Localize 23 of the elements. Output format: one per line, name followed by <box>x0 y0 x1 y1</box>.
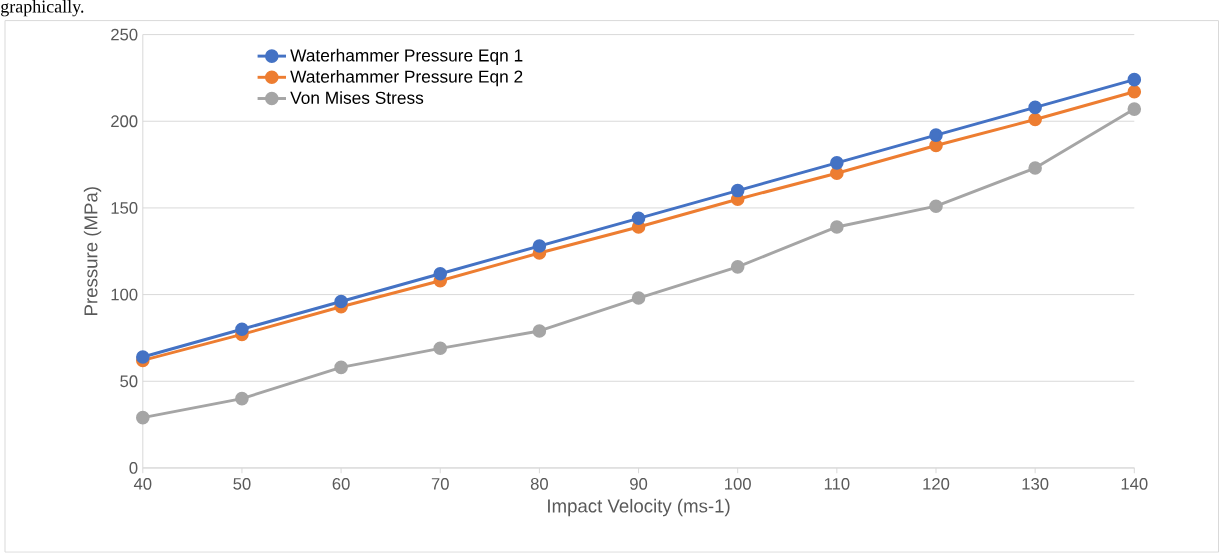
legend-label: Waterhammer Pressure Eqn 1 <box>290 49 523 66</box>
y-tick-label: 200 <box>111 115 138 128</box>
x-tick-label: 80 <box>530 478 548 490</box>
y-axis-title: Pressure (MPa) <box>83 187 102 316</box>
x-axis-title: Impact Velocity (ms-1) <box>548 499 730 517</box>
x-tick-label: 110 <box>824 478 850 490</box>
x-tick-label: 50 <box>233 478 251 490</box>
x-tick-label: 130 <box>1022 478 1049 490</box>
y-tick-label: 250 <box>111 28 138 41</box>
x-tick-label: 40 <box>133 478 152 490</box>
x-tick-label: 60 <box>332 478 350 490</box>
y-tick-label: 100 <box>111 288 138 301</box>
y-tick-label: 150 <box>111 202 138 214</box>
x-tick-label: 70 <box>431 478 449 490</box>
legend-label: Von Mises Stress <box>290 91 424 105</box>
x-tick-label: 90 <box>630 478 648 490</box>
y-tick-label: 50 <box>120 375 138 388</box>
x-tick-label: 100 <box>725 478 751 490</box>
x-tick-label: 120 <box>923 478 950 490</box>
x-tick-label: 140 <box>1121 478 1148 490</box>
text: graphically. <box>1 0 84 17</box>
legend-label: Waterhammer Pressure Eqn 2 <box>290 70 523 87</box>
y-tick-label: 0 <box>129 462 138 474</box>
